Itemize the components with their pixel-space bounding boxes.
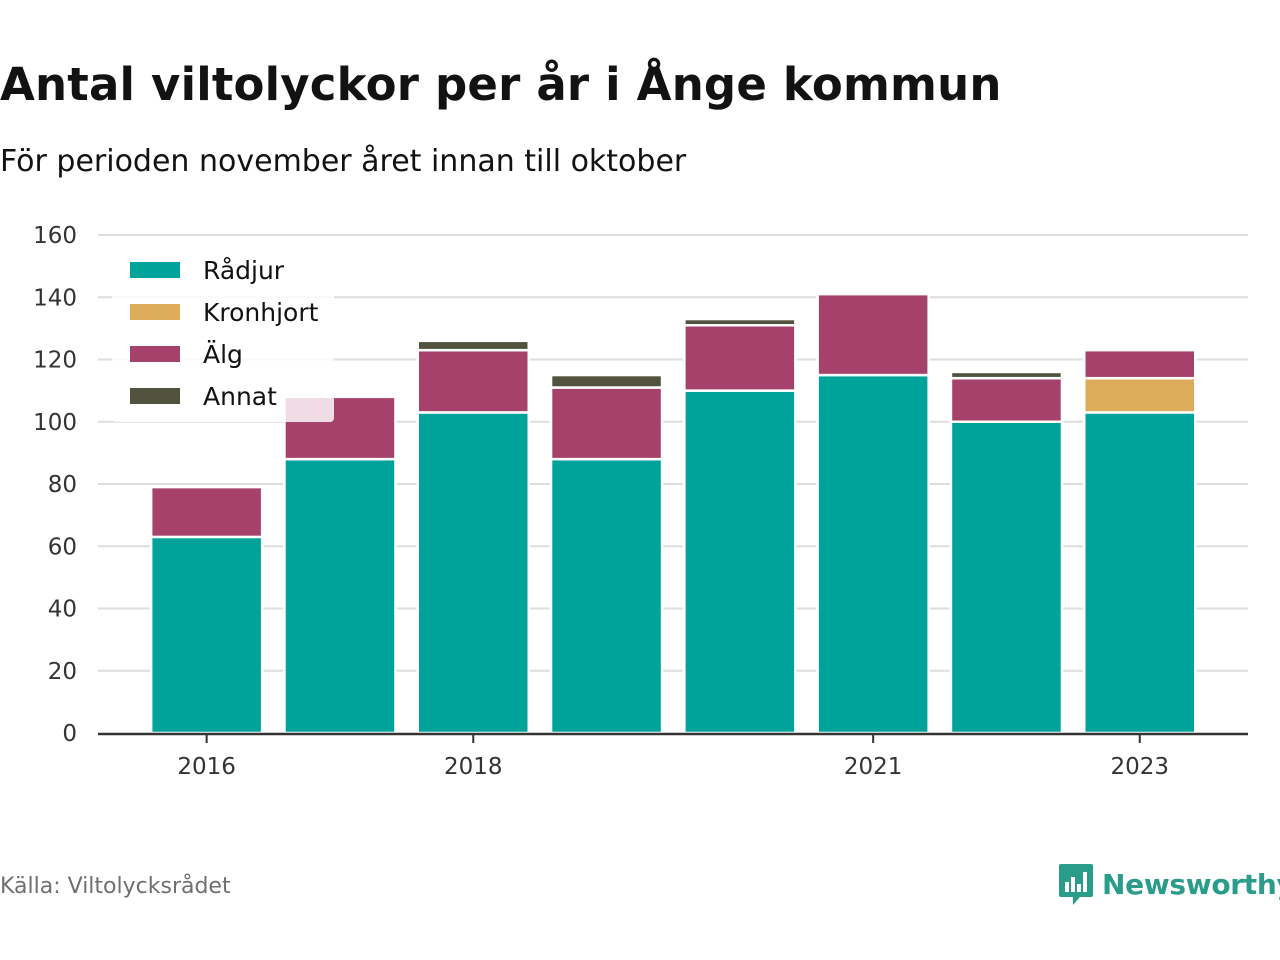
x-tick-label: 2023 (1110, 754, 1169, 780)
y-tick-label: 80 (48, 472, 77, 498)
bar-segment (1083, 411, 1197, 735)
y-tick-label: 40 (48, 597, 77, 623)
x-axis: 2016 2018 2021 2023 (98, 732, 1248, 780)
y-tick-label: 20 (48, 659, 77, 685)
bar-segment (816, 292, 930, 377)
bar-segment (549, 386, 664, 461)
legend-label: Kronhjort (203, 298, 319, 327)
y-tick-label: 0 (62, 721, 77, 747)
bar-segment (949, 370, 1064, 380)
legend-swatch (130, 262, 180, 278)
bar-segment (549, 457, 664, 735)
legend-label: Annat (203, 382, 277, 411)
bar-segment (683, 317, 797, 327)
bar-segment (416, 339, 530, 352)
bar-segment (149, 535, 264, 735)
brand-name: Newsworthy (1102, 867, 1280, 901)
legend-background (112, 244, 334, 422)
y-tick-label: 100 (33, 410, 77, 436)
legend-swatch (130, 346, 180, 362)
bar-segment (416, 348, 530, 414)
legend-swatch (130, 388, 180, 404)
brand-logo[interactable]: Newsworthy (1058, 862, 1280, 906)
legend: Rådjur Kronhjort Älg Annat (112, 244, 334, 422)
y-tick-label: 60 (48, 534, 77, 560)
bar-segment (416, 411, 530, 735)
bar-segment (549, 373, 664, 389)
source-note: Källa: Viltolycksrådet (0, 874, 231, 899)
y-axis-ticks: 0 20 40 60 80 100 120 140 160 (33, 223, 77, 747)
legend-label: Älg (203, 340, 243, 369)
legend-swatch (130, 304, 180, 320)
x-tick-label: 2016 (177, 754, 236, 780)
bar-segment (949, 376, 1064, 423)
bar-segment (283, 457, 397, 735)
y-tick-label: 140 (33, 285, 77, 311)
y-tick-label: 160 (33, 223, 77, 249)
x-tick-label: 2021 (844, 754, 903, 780)
stacked-bar-chart: 0 20 40 60 80 100 120 140 160 2016 2018 2021 2023 R… (33, 223, 1248, 780)
bar-segment (949, 420, 1064, 735)
legend-label: Rådjur (203, 256, 285, 285)
x-tick-label: 2018 (444, 754, 503, 780)
bar-segment (1083, 348, 1197, 380)
bar-segment (149, 485, 264, 539)
bar-segment (683, 389, 797, 735)
bar-segment (683, 324, 797, 392)
y-tick-label: 120 (33, 348, 77, 374)
bars (149, 292, 1197, 735)
bar-segment (816, 373, 930, 735)
chart-title: Antal viltolyckor per år i Ånge kommun (0, 58, 1002, 111)
bar-segment (1083, 376, 1197, 414)
chart-speech-bubble-icon (1059, 864, 1093, 905)
chart-subtitle: För perioden november året innan till ok… (0, 144, 687, 179)
